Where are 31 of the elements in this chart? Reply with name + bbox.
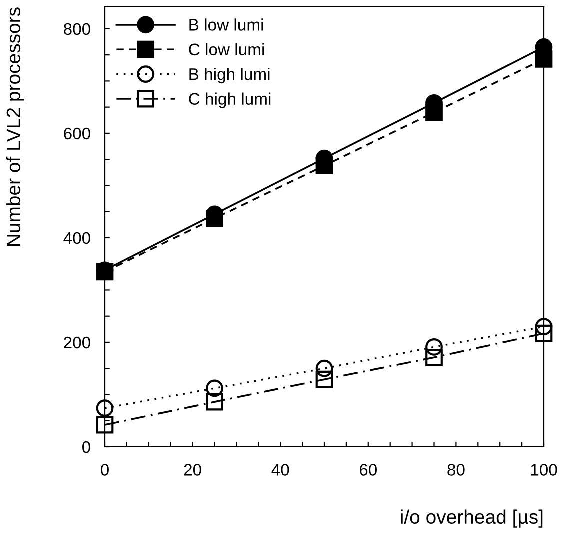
point [535,324,553,342]
point [426,348,443,366]
x-axis-title: i/o overhead [µs] [401,510,543,528]
point [96,416,114,434]
legend-label: C low lumi [189,43,264,56]
point [206,380,224,398]
point [316,157,334,175]
point [535,318,553,336]
x-tick-label: 80 [448,464,465,476]
point [96,400,114,418]
legend-label: C high lumi [189,92,271,108]
x-tick-label: 60 [360,464,378,476]
legend-label: B high lumi [190,68,270,84]
point [316,370,334,388]
x-tick-label: 100 [531,464,558,476]
x-tick-label: 0 [101,464,109,476]
y-tick-label: 0 [82,441,90,454]
y-tick-label: 200 [64,336,90,349]
point [206,210,224,228]
point [426,104,443,122]
y-axis-title: Number of LVL2 processors [6,8,24,246]
y-tick-label: 600 [64,128,90,140]
x-tick-label: 20 [184,464,202,476]
point [426,338,443,356]
y-tick-label: 800 [64,23,90,36]
y-tick-label: 400 [64,232,90,244]
point [316,360,334,378]
point [535,50,553,68]
x-tick-label: 40 [272,464,290,476]
point [206,393,224,411]
legend-label: B low lumi [190,18,264,31]
